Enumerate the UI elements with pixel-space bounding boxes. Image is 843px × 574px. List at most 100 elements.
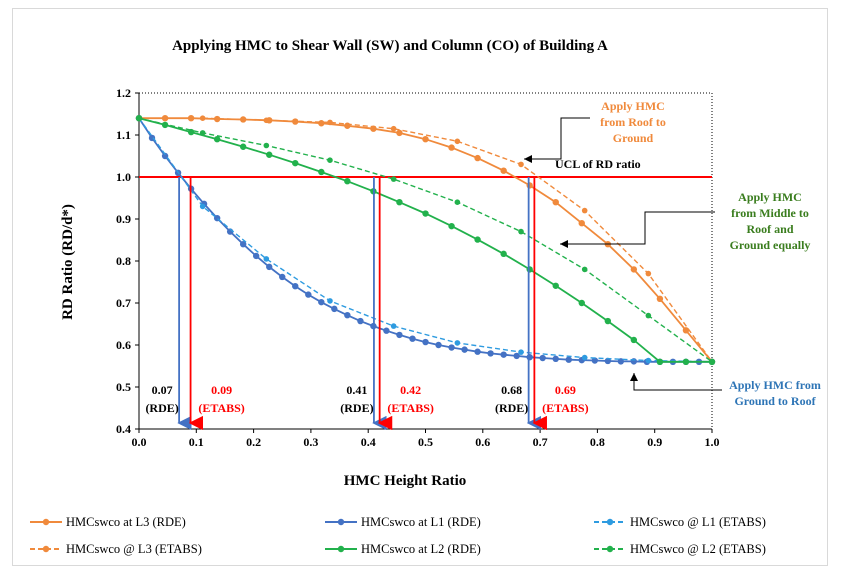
drop-value-label: 0.69 bbox=[555, 383, 576, 397]
legend-swatch-marker bbox=[606, 518, 614, 526]
data-point bbox=[327, 298, 333, 304]
legend-swatch-marker bbox=[337, 518, 345, 526]
data-point bbox=[263, 256, 270, 262]
data-point bbox=[454, 340, 461, 346]
data-point bbox=[448, 222, 455, 230]
x-tick-label: 0.1 bbox=[189, 435, 204, 449]
x-tick-label: 0.4 bbox=[361, 435, 376, 449]
x-tick-label: 0.5 bbox=[418, 435, 433, 449]
data-point bbox=[500, 250, 507, 258]
data-point bbox=[199, 130, 206, 136]
data-point bbox=[422, 210, 429, 217]
chart-title: Applying HMC to Shear Wall (SW) and Colu… bbox=[172, 38, 608, 54]
data-point bbox=[454, 199, 461, 205]
data-point bbox=[331, 305, 338, 313]
x-axis-title: HMC Height Ratio bbox=[344, 473, 466, 489]
data-point bbox=[396, 199, 403, 206]
data-point bbox=[199, 203, 206, 210]
y-tick-label: 0.5 bbox=[116, 380, 131, 394]
x-tick-label: 0.3 bbox=[303, 435, 318, 449]
callout-middle: Apply HMC bbox=[738, 190, 802, 204]
data-point bbox=[136, 115, 142, 121]
data-point bbox=[396, 331, 403, 339]
data-point bbox=[552, 199, 559, 206]
data-point bbox=[266, 151, 273, 158]
legend-swatch-marker bbox=[42, 545, 50, 553]
data-point bbox=[396, 129, 403, 137]
drop-value-label: 0.09 bbox=[211, 383, 232, 397]
data-point bbox=[552, 355, 559, 363]
series-line-3 bbox=[139, 117, 713, 363]
callout-middle: from Middle to bbox=[731, 206, 809, 220]
data-point bbox=[239, 241, 247, 248]
callout-roof-to-ground: from Roof to bbox=[600, 115, 666, 129]
x-tick-label: 0.9 bbox=[647, 435, 662, 449]
callout-ground-to-roof-arrow bbox=[630, 373, 722, 391]
series-line-0 bbox=[139, 117, 713, 363]
data-point bbox=[318, 168, 325, 176]
data-point bbox=[500, 167, 507, 174]
x-tick-label: 0.2 bbox=[246, 435, 261, 449]
data-point bbox=[263, 117, 270, 124]
data-point bbox=[645, 312, 652, 319]
drop-value-label: 0.07 bbox=[152, 383, 173, 397]
x-tick-label: 0.8 bbox=[590, 435, 605, 449]
data-point bbox=[604, 317, 612, 325]
callout-ground-to-roof: Ground to Roof bbox=[734, 394, 816, 408]
data-point bbox=[474, 154, 481, 162]
callout-ground-to-roof: Apply HMC from bbox=[729, 378, 821, 392]
data-point bbox=[213, 115, 221, 123]
data-point bbox=[709, 359, 715, 365]
drop-method-label: (ETABS) bbox=[387, 401, 433, 415]
y-tick-label: 1.1 bbox=[116, 128, 131, 142]
data-point bbox=[239, 143, 247, 150]
legend-label: HMCswco at L2 (RDE) bbox=[361, 542, 481, 556]
legend-swatch-marker bbox=[337, 545, 345, 553]
callout-middle-arrow bbox=[560, 211, 715, 248]
data-point bbox=[518, 161, 524, 168]
y-tick-label: 0.6 bbox=[116, 338, 131, 352]
data-point bbox=[645, 270, 652, 277]
data-point bbox=[656, 295, 664, 302]
data-point bbox=[474, 236, 481, 243]
x-tick-label: 0.7 bbox=[533, 435, 548, 449]
data-point bbox=[682, 327, 690, 334]
data-point bbox=[487, 350, 494, 357]
drop-method-label: (RDE) bbox=[145, 401, 178, 415]
data-point bbox=[344, 178, 351, 185]
series-line-5 bbox=[138, 117, 713, 363]
data-point bbox=[292, 283, 299, 290]
data-point bbox=[435, 341, 442, 349]
data-point bbox=[565, 356, 572, 363]
legend-label: HMCswco @ L3 (ETABS) bbox=[66, 542, 202, 556]
data-point bbox=[344, 311, 351, 319]
data-point bbox=[279, 273, 286, 281]
data-point bbox=[390, 125, 397, 132]
legend-swatch-marker bbox=[42, 518, 50, 526]
data-point bbox=[630, 266, 638, 273]
data-point bbox=[518, 228, 524, 235]
data-point bbox=[213, 136, 221, 143]
series-line-2 bbox=[138, 117, 713, 363]
data-point bbox=[682, 358, 690, 365]
drop-method-label: (RDE) bbox=[340, 401, 373, 415]
y-tick-label: 0.7 bbox=[116, 296, 131, 310]
data-point bbox=[390, 176, 397, 182]
y-tick-label: 1.0 bbox=[116, 170, 131, 184]
drop-lines: 0.07 (RDE) 0.09 (ETABS) 0.41 (RDE) 0.42 (ETABS)… bbox=[145, 177, 589, 431]
callout-roof-to-ground: Apply HMC bbox=[601, 99, 665, 113]
data-point bbox=[578, 220, 585, 227]
data-point bbox=[454, 138, 461, 145]
data-point bbox=[474, 348, 481, 355]
data-point bbox=[591, 357, 599, 364]
data-point bbox=[581, 266, 588, 273]
y-tick-label: 0.9 bbox=[116, 212, 131, 226]
data-point bbox=[266, 263, 273, 271]
data-point bbox=[581, 354, 588, 361]
data-point bbox=[656, 358, 664, 365]
data-point bbox=[539, 354, 546, 362]
legend-label: HMCswco @ L2 (ETABS) bbox=[630, 542, 766, 556]
legend-label: HMCswco at L3 (RDE) bbox=[66, 515, 186, 529]
data-point bbox=[461, 346, 468, 353]
data-point bbox=[422, 136, 429, 143]
